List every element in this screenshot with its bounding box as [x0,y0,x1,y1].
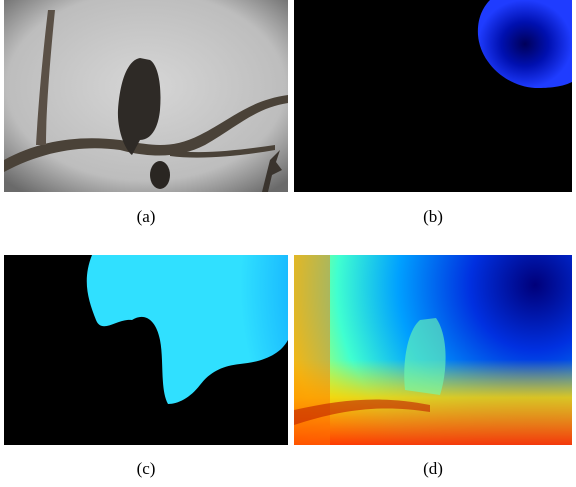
caption: (d) [423,459,443,478]
leaves [150,161,170,189]
caption: (b) [423,207,443,226]
image-b [294,0,572,192]
caption: (c) [137,459,156,478]
image-c [4,255,288,445]
image-d [294,255,572,445]
caption: (a) [137,207,156,226]
image-a [4,0,288,192]
page: (a) (b) (c) (d) (() => { const data = JS… [0,0,576,482]
figure: (a) (b) (c) (d) [0,0,576,482]
